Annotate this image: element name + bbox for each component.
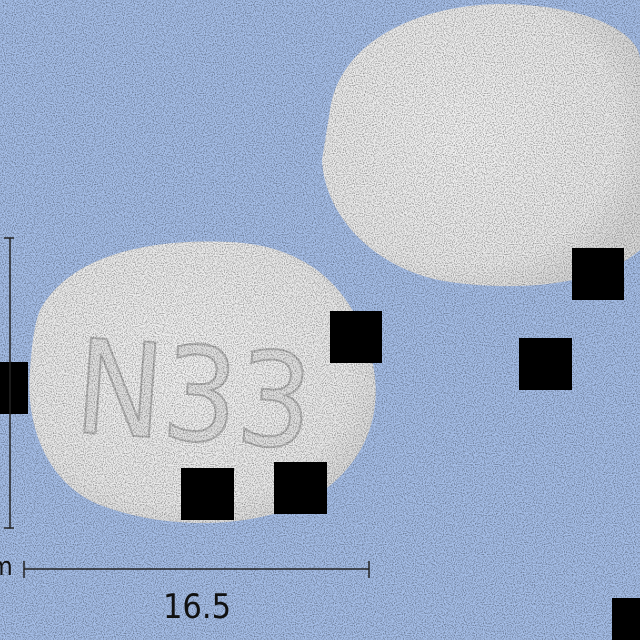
occluder (330, 311, 382, 363)
occluder (274, 462, 327, 514)
occluder (572, 248, 624, 300)
occluders (0, 248, 640, 640)
occluder (612, 598, 640, 640)
occluder (181, 468, 234, 520)
unit-label: m (0, 552, 13, 582)
ruler (4, 237, 370, 578)
width-label: 16.5 (163, 587, 231, 627)
occluder (519, 338, 572, 390)
occluder (0, 362, 28, 414)
